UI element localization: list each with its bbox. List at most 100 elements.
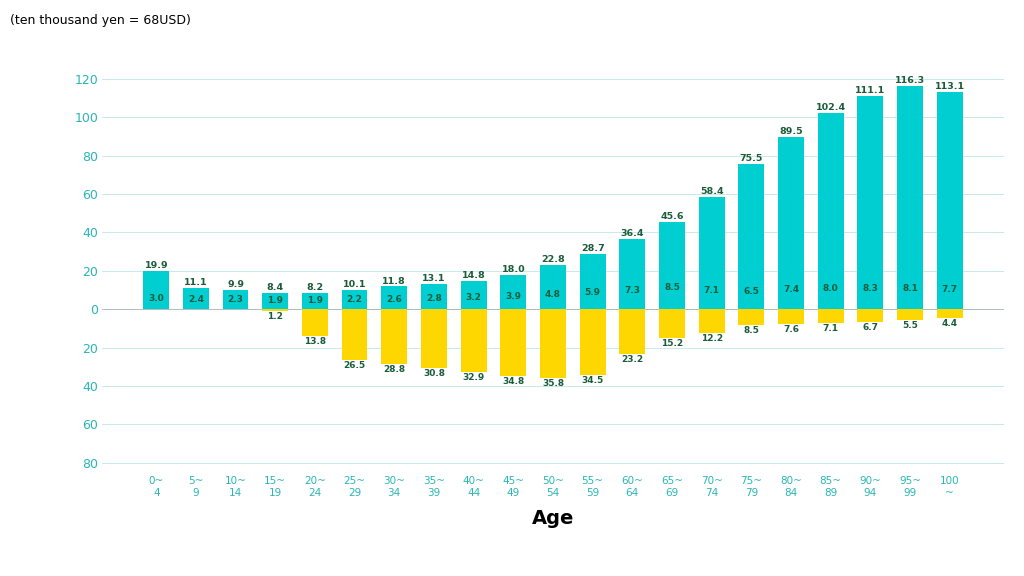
Text: 11.1: 11.1 bbox=[184, 278, 208, 287]
Bar bbox=[421, 304, 446, 309]
Bar bbox=[302, 309, 328, 336]
Text: 75.5: 75.5 bbox=[739, 154, 763, 163]
Text: 1.9: 1.9 bbox=[267, 296, 284, 305]
Text: 30.8: 30.8 bbox=[423, 369, 445, 378]
Text: 7.1: 7.1 bbox=[822, 324, 839, 333]
Bar bbox=[659, 293, 685, 309]
Text: 1.9: 1.9 bbox=[307, 296, 323, 305]
X-axis label: Age: Age bbox=[531, 509, 574, 528]
Text: 22.8: 22.8 bbox=[541, 255, 565, 264]
Bar bbox=[897, 309, 923, 320]
Text: 7.7: 7.7 bbox=[942, 285, 957, 294]
Bar bbox=[818, 294, 844, 309]
Text: 2.2: 2.2 bbox=[347, 295, 362, 304]
Bar bbox=[778, 137, 804, 309]
Bar bbox=[937, 309, 963, 317]
Bar bbox=[897, 86, 923, 309]
Text: 26.5: 26.5 bbox=[343, 361, 366, 370]
Bar bbox=[262, 293, 288, 309]
Text: 14.8: 14.8 bbox=[462, 271, 485, 280]
Bar bbox=[857, 293, 884, 309]
Text: 9.9: 9.9 bbox=[227, 280, 244, 289]
Bar bbox=[818, 112, 844, 309]
Text: 3.2: 3.2 bbox=[466, 293, 481, 302]
Text: 7.1: 7.1 bbox=[703, 286, 720, 295]
Text: 111.1: 111.1 bbox=[855, 86, 886, 95]
Bar bbox=[540, 266, 566, 309]
Bar bbox=[620, 309, 645, 354]
Bar bbox=[381, 286, 408, 309]
Bar bbox=[342, 290, 368, 309]
Bar bbox=[342, 305, 368, 309]
Bar bbox=[183, 288, 209, 309]
Text: 8.0: 8.0 bbox=[822, 284, 839, 293]
Bar bbox=[738, 297, 764, 309]
Bar bbox=[302, 305, 328, 309]
Bar bbox=[421, 309, 446, 368]
Bar bbox=[381, 309, 408, 365]
Bar bbox=[501, 309, 526, 376]
Bar bbox=[381, 304, 408, 309]
Bar bbox=[461, 281, 486, 309]
Bar bbox=[620, 295, 645, 309]
Text: 8.4: 8.4 bbox=[266, 283, 284, 292]
Bar bbox=[738, 309, 764, 325]
Text: 2.8: 2.8 bbox=[426, 294, 442, 303]
Text: 7.6: 7.6 bbox=[783, 325, 799, 334]
Text: 8.5: 8.5 bbox=[664, 283, 680, 292]
Text: 4.8: 4.8 bbox=[545, 290, 561, 300]
Text: 45.6: 45.6 bbox=[660, 211, 684, 221]
Bar bbox=[262, 309, 288, 312]
Text: 116.3: 116.3 bbox=[895, 76, 925, 85]
Text: 7.3: 7.3 bbox=[625, 286, 640, 294]
Bar bbox=[580, 298, 605, 309]
Text: 23.2: 23.2 bbox=[622, 355, 643, 363]
Bar bbox=[421, 284, 446, 309]
Text: 8.5: 8.5 bbox=[743, 327, 759, 335]
Bar bbox=[897, 294, 923, 309]
Text: 32.9: 32.9 bbox=[463, 373, 484, 382]
Text: 113.1: 113.1 bbox=[935, 82, 965, 91]
Bar bbox=[659, 309, 685, 338]
Text: 12.2: 12.2 bbox=[700, 334, 723, 343]
Bar bbox=[262, 305, 288, 309]
Bar bbox=[143, 271, 169, 309]
Text: 36.4: 36.4 bbox=[621, 229, 644, 238]
Text: 6.5: 6.5 bbox=[743, 287, 759, 296]
Text: 7.4: 7.4 bbox=[783, 285, 799, 294]
Bar bbox=[778, 309, 804, 324]
Text: 2.6: 2.6 bbox=[386, 294, 402, 304]
Bar bbox=[461, 309, 486, 372]
Text: 8.3: 8.3 bbox=[862, 283, 879, 293]
Text: 13.1: 13.1 bbox=[422, 274, 445, 283]
Text: 28.8: 28.8 bbox=[383, 365, 406, 374]
Text: 58.4: 58.4 bbox=[699, 187, 723, 196]
Bar bbox=[501, 275, 526, 309]
Bar bbox=[580, 254, 605, 309]
Bar bbox=[302, 293, 328, 309]
Bar bbox=[143, 304, 169, 309]
Text: 89.5: 89.5 bbox=[779, 127, 803, 137]
Text: 3.9: 3.9 bbox=[505, 292, 521, 301]
Text: 18.0: 18.0 bbox=[502, 264, 525, 274]
Bar bbox=[937, 294, 963, 309]
Bar bbox=[857, 309, 884, 322]
Text: 5.5: 5.5 bbox=[902, 321, 918, 329]
Text: 13.8: 13.8 bbox=[304, 336, 326, 346]
Text: 2.4: 2.4 bbox=[188, 295, 204, 304]
Text: 15.2: 15.2 bbox=[660, 339, 683, 348]
Bar bbox=[698, 295, 725, 309]
Text: 5.9: 5.9 bbox=[585, 288, 601, 297]
Bar bbox=[698, 197, 725, 309]
Text: (ten thousand yen = 68USD): (ten thousand yen = 68USD) bbox=[10, 14, 191, 28]
Text: 8.2: 8.2 bbox=[306, 283, 324, 293]
Bar bbox=[501, 302, 526, 309]
Bar bbox=[937, 92, 963, 309]
Bar bbox=[778, 295, 804, 309]
Bar bbox=[222, 290, 249, 309]
Text: 6.7: 6.7 bbox=[862, 323, 879, 332]
Bar bbox=[540, 309, 566, 378]
Bar bbox=[461, 303, 486, 309]
Text: 2.3: 2.3 bbox=[227, 295, 244, 304]
Text: 11.8: 11.8 bbox=[382, 276, 407, 286]
